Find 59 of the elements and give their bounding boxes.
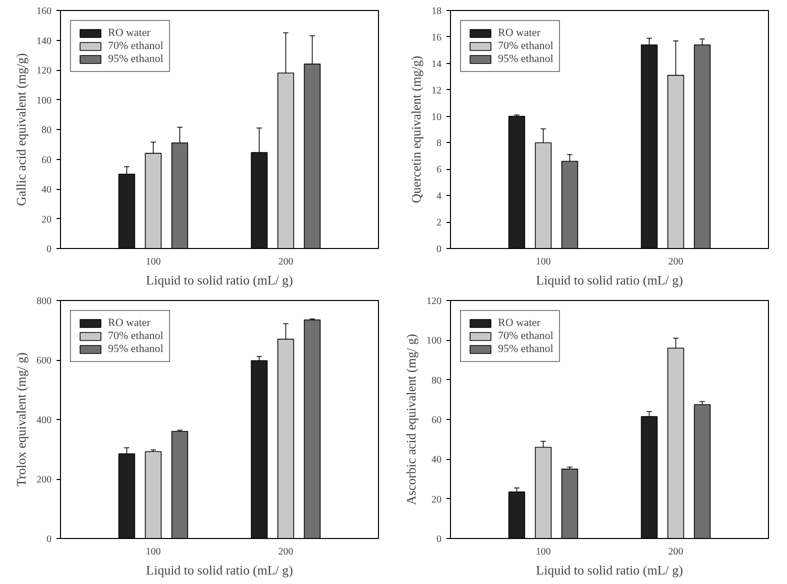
y-tick-label: 12 xyxy=(432,85,442,96)
y-tick-label: 0 xyxy=(436,534,442,545)
y-tick-label: 80 xyxy=(432,375,442,386)
legend-label: 95% ethanol xyxy=(108,53,164,65)
y-tick-label: 8 xyxy=(436,138,442,150)
x-tick-label: 100 xyxy=(146,256,161,268)
y-tick-label: 60 xyxy=(432,415,442,426)
y-tick-label: 6 xyxy=(436,164,442,176)
y-tick-label: 80 xyxy=(42,125,52,136)
y-tick-label: 0 xyxy=(436,244,442,255)
y-tick-label: 160 xyxy=(36,6,52,17)
x-tick-label: 200 xyxy=(668,256,684,268)
x-axis-title: Liquid to solid ratio (mL/ g) xyxy=(146,272,293,288)
y-tick-label: 40 xyxy=(42,184,52,196)
x-axis-title: Liquid to solid ratio (mL/ g) xyxy=(536,272,683,288)
legend-label: 70% ethanol xyxy=(498,330,554,342)
legend-label: 95% ethanol xyxy=(498,343,554,355)
y-tick-label: 10 xyxy=(432,112,442,123)
legend-label: RO water xyxy=(108,27,150,39)
y-tick-label: 20 xyxy=(42,214,52,226)
legend-label: 70% ethanol xyxy=(498,40,554,52)
y-axis-title: Gallic acid equivalent (mg/g) xyxy=(14,53,28,206)
x-axis-title: Liquid to solid ratio (mL/ g) xyxy=(536,562,683,578)
x-tick-label: 200 xyxy=(278,546,294,558)
y-axis-title: Trolox equivalent (mg/ g) xyxy=(14,352,28,487)
y-tick-label: 140 xyxy=(36,36,52,47)
x-tick-label: 100 xyxy=(536,256,551,268)
legend-label: RO water xyxy=(498,27,540,39)
x-axis-title: Liquid to solid ratio (mL/ g) xyxy=(146,562,293,578)
x-tick-label: 100 xyxy=(146,546,161,558)
legend-label: 95% ethanol xyxy=(108,343,164,355)
y-tick-label: 4 xyxy=(436,191,442,202)
y-tick-label: 100 xyxy=(36,95,52,106)
y-tick-label: 14 xyxy=(432,58,442,70)
y-tick-label: 120 xyxy=(36,66,52,76)
y-tick-label: 100 xyxy=(426,336,442,347)
y-tick-label: 800 xyxy=(36,296,52,307)
y-tick-label: 40 xyxy=(432,454,442,466)
x-tick-label: 200 xyxy=(668,546,684,558)
y-tick-label: 120 xyxy=(426,296,442,307)
legend-label: RO water xyxy=(108,317,150,329)
legend-label: RO water xyxy=(498,317,540,329)
y-tick-label: 600 xyxy=(36,356,52,366)
y-tick-label: 0 xyxy=(46,534,52,545)
y-axis-title: Ascorbic acid equivalent (mg/ g) xyxy=(404,334,418,506)
y-tick-label: 400 xyxy=(36,415,52,426)
y-tick-label: 2 xyxy=(436,218,442,229)
x-tick-label: 100 xyxy=(536,546,551,558)
y-tick-label: 20 xyxy=(432,494,442,506)
y-tick-label: 60 xyxy=(42,154,52,166)
y-axis-title: Quercetin equivalent (mg/g) xyxy=(408,56,424,204)
x-tick-label: 200 xyxy=(278,256,294,268)
legend-label: 95% ethanol xyxy=(498,53,554,65)
y-tick-label: 200 xyxy=(36,474,52,486)
legend-label: 70% ethanol xyxy=(108,330,164,342)
y-tick-label: 18 xyxy=(432,6,442,17)
y-tick-label: 0 xyxy=(46,244,52,255)
legend-label: 70% ethanol xyxy=(108,40,164,52)
y-tick-label: 16 xyxy=(432,32,442,44)
